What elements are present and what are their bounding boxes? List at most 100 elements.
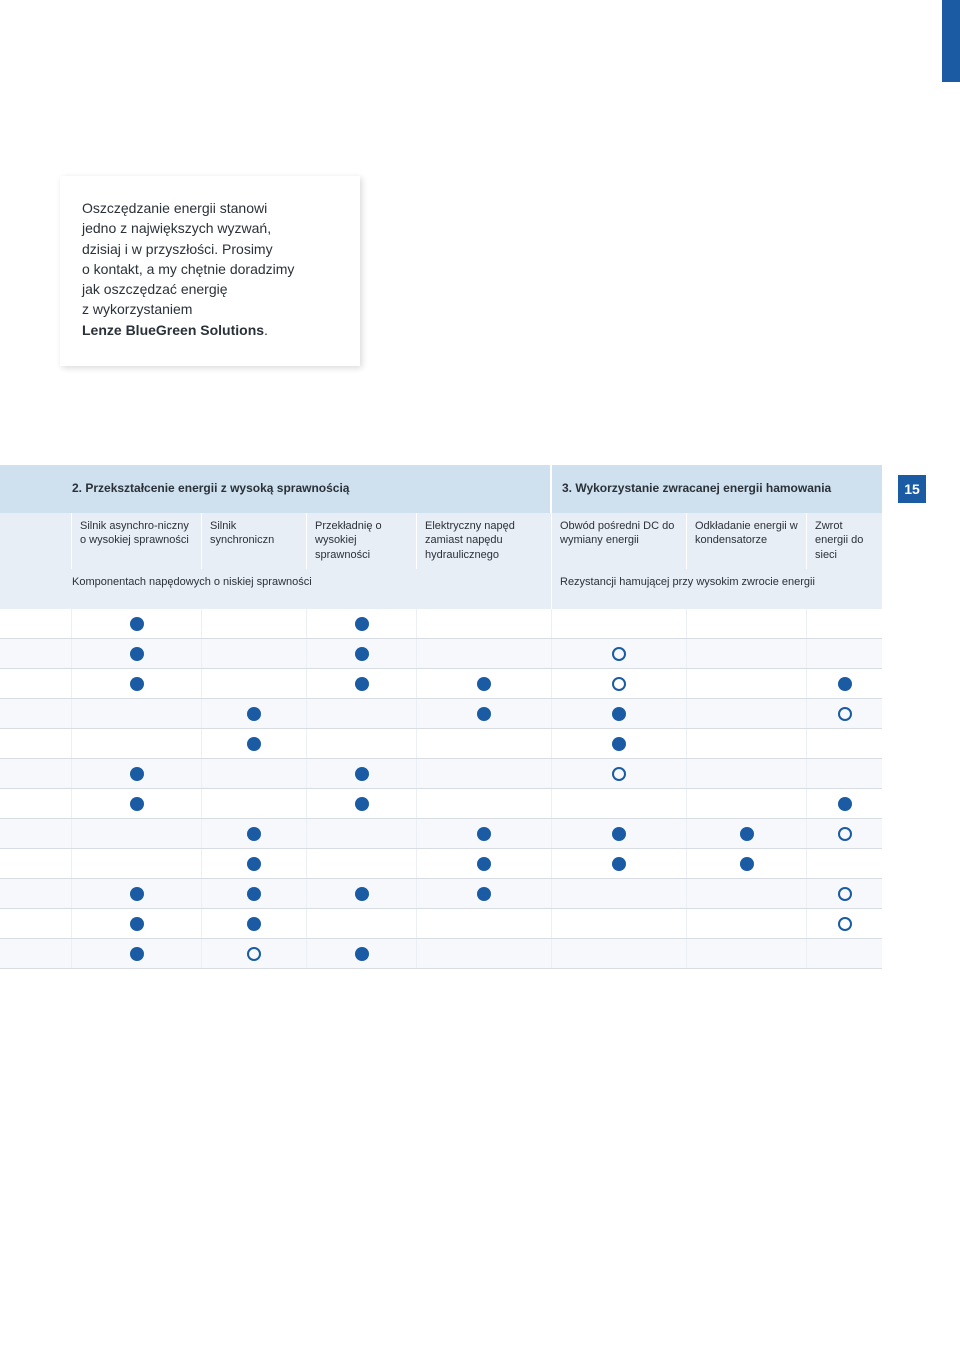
marker-filled-icon (612, 737, 626, 751)
table-cell (552, 819, 687, 848)
table-cell (552, 759, 687, 788)
table-cell (202, 879, 307, 908)
callout-text: jak oszczędzać energię (82, 281, 228, 297)
marker-filled-icon (355, 617, 369, 631)
group-header-left: 2. Przekształcenie energii z wysoką spra… (0, 465, 552, 513)
table-cell (307, 909, 417, 938)
marker-open-icon (838, 917, 852, 931)
marker-filled-icon (355, 797, 369, 811)
table-row (0, 609, 882, 639)
marker-filled-icon (247, 737, 261, 751)
table-cell (687, 909, 807, 938)
table-cell (202, 669, 307, 698)
marker-filled-icon (130, 767, 144, 781)
table-cell (417, 879, 552, 908)
table-cell (0, 849, 72, 878)
table-cell (0, 609, 72, 638)
marker-filled-icon (477, 857, 491, 871)
table-cell (687, 639, 807, 668)
marker-open-icon (247, 947, 261, 961)
table-cell (307, 639, 417, 668)
table-cell (687, 729, 807, 758)
table-cell (807, 789, 882, 818)
marker-filled-icon (477, 707, 491, 721)
table-cell (807, 909, 882, 938)
marker-filled-icon (130, 647, 144, 661)
page-number: 15 (898, 475, 926, 503)
table-cell (552, 669, 687, 698)
table-cell (72, 879, 202, 908)
table-cell (552, 699, 687, 728)
table-cell (202, 789, 307, 818)
table-cell (807, 669, 882, 698)
table-cell (552, 639, 687, 668)
table-cell (417, 639, 552, 668)
marker-filled-icon (247, 857, 261, 871)
sub-header-row: Komponentach napędowych o niskiej sprawn… (0, 569, 882, 609)
marker-filled-icon (612, 857, 626, 871)
table-cell (552, 879, 687, 908)
comparison-table: 2. Przekształcenie energii z wysoką spra… (0, 465, 882, 969)
table-cell (307, 729, 417, 758)
table-cell (307, 759, 417, 788)
marker-filled-icon (838, 677, 852, 691)
table-cell (552, 849, 687, 878)
marker-filled-icon (130, 677, 144, 691)
col-header: Odkładanie energii w kondensatorze (687, 513, 807, 569)
col-header: Obwód pośredni DC do wymiany energii (552, 513, 687, 569)
marker-filled-icon (247, 827, 261, 841)
marker-open-icon (838, 887, 852, 901)
table-cell (0, 909, 72, 938)
table-cell (417, 669, 552, 698)
marker-filled-icon (247, 887, 261, 901)
marker-filled-icon (612, 827, 626, 841)
table-cell (687, 939, 807, 968)
marker-filled-icon (355, 887, 369, 901)
callout-text: o kontakt, a my chętnie doradzimy (82, 261, 294, 277)
col-header: Przekładnię o wysokiej sprawności (307, 513, 417, 569)
table-cell (0, 789, 72, 818)
marker-filled-icon (612, 707, 626, 721)
table-row (0, 729, 882, 759)
table-row (0, 759, 882, 789)
table-cell (72, 639, 202, 668)
table-cell (417, 849, 552, 878)
table-cell (552, 729, 687, 758)
sub-header-left: Komponentach napędowych o niskiej sprawn… (0, 569, 552, 609)
table-cell (687, 609, 807, 638)
table-cell (417, 789, 552, 818)
callout-text: jedno z największych wyzwań, (82, 220, 271, 236)
col-header: Elektryczny napęd zamiast napędu hydraul… (417, 513, 552, 569)
callout-box: Oszczędzanie energii stanowi jedno z naj… (60, 176, 360, 366)
marker-open-icon (612, 767, 626, 781)
table-cell (0, 879, 72, 908)
marker-open-icon (612, 647, 626, 661)
table-cell (687, 789, 807, 818)
table-cell (72, 909, 202, 938)
table-row (0, 939, 882, 969)
callout-suffix: . (264, 322, 268, 338)
table-cell (807, 609, 882, 638)
table-cell (72, 789, 202, 818)
table-cell (72, 669, 202, 698)
table-cell (687, 849, 807, 878)
table-body (0, 609, 882, 969)
table-cell (72, 939, 202, 968)
table-cell (417, 819, 552, 848)
table-cell (0, 729, 72, 758)
table-cell (202, 849, 307, 878)
table-cell (202, 609, 307, 638)
table-row (0, 819, 882, 849)
table-cell (307, 609, 417, 638)
table-cell (202, 909, 307, 938)
table-cell (807, 879, 882, 908)
table-cell (552, 789, 687, 818)
table-row (0, 669, 882, 699)
table-cell (202, 639, 307, 668)
table-cell (807, 849, 882, 878)
table-cell (0, 939, 72, 968)
group-header-right: 3. Wykorzystanie zwracanej energii hamow… (552, 465, 882, 513)
table-cell (202, 759, 307, 788)
table-cell (417, 909, 552, 938)
table-cell (307, 819, 417, 848)
